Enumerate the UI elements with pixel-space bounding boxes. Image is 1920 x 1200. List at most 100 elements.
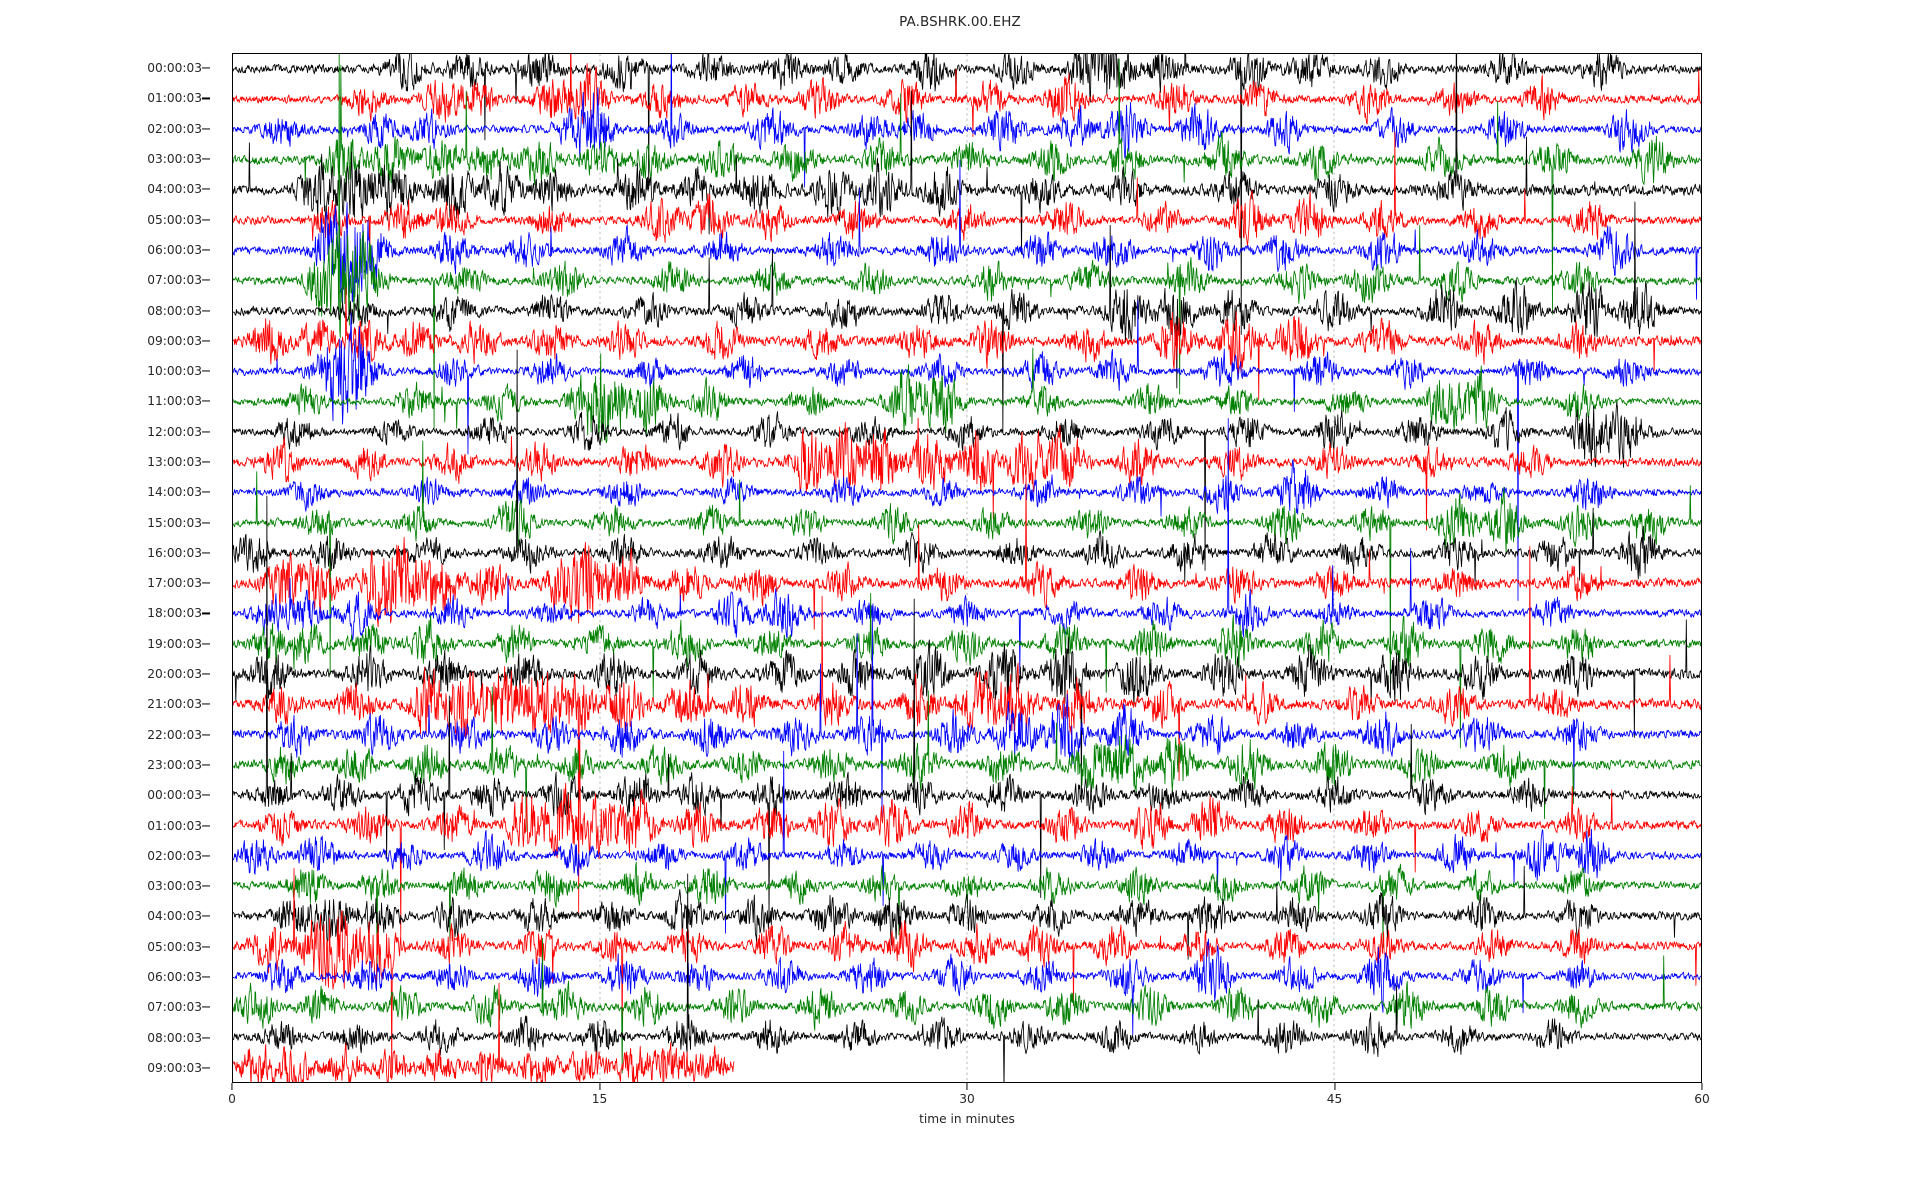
seismic-trace [233,131,1701,260]
seismic-trace [233,546,1701,915]
y-tick-label: 10:00:03 [147,364,202,379]
seismic-trace [233,619,1701,803]
x-tick-mark [1701,1083,1703,1090]
seismic-trace [233,54,1701,255]
seismic-trace [233,54,1701,430]
y-tick-label: 02:00:03 [147,121,202,136]
x-tick-label: 30 [959,1092,975,1106]
seismic-trace [233,739,1701,940]
y-tick-mark [202,612,210,614]
x-tick-label: 15 [591,1092,608,1106]
x-tick-mark [966,1083,968,1090]
x-tick-mark [598,1083,601,1090]
traces-svg [233,54,1701,1082]
y-tick-label: 18:00:03 [147,606,202,621]
y-tick-mark [202,794,210,796]
seismic-trace [233,938,1701,1036]
seismic-trace [233,873,1701,1082]
y-tick-mark [202,279,210,281]
y-tick-mark [202,855,210,857]
y-tick-label: 08:00:03 [147,303,202,318]
seismic-trace [233,616,1701,817]
seismic-trace [233,750,1701,934]
y-tick-label: 23:00:03 [147,757,202,772]
y-tick-mark [202,552,210,554]
seismic-trace [233,868,1701,1074]
y-tick-label: 07:00:03 [147,273,202,288]
y-tick-label: 21:00:03 [147,697,202,712]
y-tick-label: 03:00:03 [147,879,202,894]
seismic-trace [233,347,1701,444]
seismic-trace [233,287,1701,401]
y-tick-label: 03:00:03 [147,152,202,167]
y-tick-label: 07:00:03 [147,1000,202,1015]
y-tick-label: 19:00:03 [147,636,202,651]
seismic-trace [233,349,1701,590]
y-tick-label: 12:00:03 [147,424,202,439]
y-tick-mark [202,219,210,221]
page-title: PA.BSHRK.00.EHZ [899,14,1021,30]
x-axis-tick-labels: 0 15 30 45 60 [228,1083,1710,1123]
y-tick-label: 22:00:03 [147,727,202,742]
y-tick-mark [202,128,210,130]
y-axis-tick-labels: 00:00:03 01:00:03 02:00:03 03:00:03 04:00:03… [0,53,222,1083]
seismic-trace [233,159,1701,305]
seismic-trace [233,495,1701,923]
x-axis-title: time in minutes [919,1112,1015,1126]
y-tick-label: 04:00:03 [147,182,202,197]
y-tick-mark [202,976,210,978]
seismic-trace [233,417,1701,531]
y-tick-label: 01:00:03 [147,91,202,106]
y-tick-label: 08:00:03 [147,1030,202,1045]
y-tick-mark [202,643,210,645]
y-tick-mark [202,522,210,524]
y-tick-mark [202,1006,210,1008]
y-tick-label: 01:00:03 [147,818,202,833]
seismic-trace [233,592,1701,749]
y-tick-mark [202,1067,210,1069]
y-tick-mark [202,1037,210,1039]
y-tick-mark [202,582,210,584]
y-tick-mark [202,703,210,705]
y-tick-mark [202,764,210,766]
y-tick-label: 11:00:03 [147,394,202,409]
y-tick-label: 06:00:03 [147,242,202,257]
y-tick-label: 14:00:03 [147,485,202,500]
y-tick-label: 17:00:03 [147,576,202,591]
y-tick-label: 00:00:03 [147,788,202,803]
y-tick-label: 13:00:03 [147,454,202,469]
y-tick-label: 06:00:03 [147,969,202,984]
y-tick-mark [202,309,210,312]
y-tick-mark [202,734,210,736]
x-tick-label: 60 [1694,1092,1710,1106]
y-tick-label: 02:00:03 [147,848,202,863]
seismic-trace [233,686,1701,832]
y-tick-label: 16:00:03 [147,545,202,560]
y-tick-label: 09:00:03 [147,333,202,348]
y-tick-label: 04:00:03 [147,909,202,924]
y-tick-mark [202,67,210,69]
y-tick-mark [202,946,210,948]
x-tick-mark [1333,1083,1336,1090]
seismic-trace [233,401,1701,571]
seismic-trace [233,418,1701,675]
seismic-trace [233,865,1701,960]
seismic-trace [233,299,1701,601]
seismic-trace [233,440,1701,684]
y-tick-mark [202,461,210,463]
seismic-trace [233,201,1701,434]
y-tick-label: 20:00:03 [147,667,202,682]
y-tick-mark [202,400,210,402]
seismic-trace [233,471,1701,630]
y-tick-mark [202,824,210,827]
x-tick-mark [231,1083,233,1090]
seismic-trace [233,982,735,1082]
y-tick-mark [202,673,210,675]
helicorder-plot-area [232,53,1702,1083]
x-tick-label: 0 [228,1092,236,1106]
x-tick-label: 45 [1326,1092,1343,1106]
y-tick-label: 09:00:03 [147,1060,202,1075]
seismic-trace [233,937,1701,1074]
y-tick-mark [202,249,210,251]
